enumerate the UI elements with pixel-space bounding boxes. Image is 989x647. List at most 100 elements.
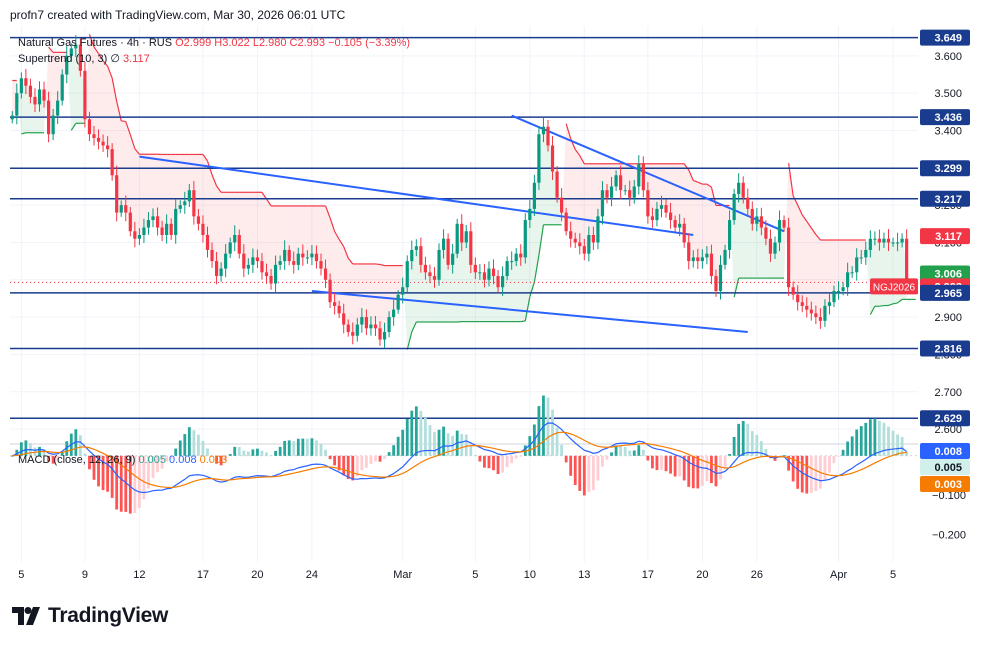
candle-body: [346, 324, 350, 333]
macd-hist-bar: [614, 445, 618, 456]
candle-body: [859, 257, 863, 259]
macd-hist-bar: [764, 448, 768, 456]
macd-hist-bar: [260, 450, 264, 456]
supertrend-segment: [102, 60, 109, 67]
candle-body: [124, 205, 128, 213]
candle-body: [732, 193, 736, 221]
candle-body: [846, 272, 850, 288]
macd-tick-label: −0.100: [932, 490, 966, 502]
macd-hist-bar: [782, 455, 786, 456]
supertrend-fill-segment: [252, 192, 258, 262]
candle-body: [750, 208, 754, 224]
candle-body: [564, 212, 568, 232]
supertrend-fill-segment: [302, 205, 308, 258]
price-label-text: 3.436: [934, 112, 962, 124]
supertrend-segment: [810, 227, 817, 235]
supertrend-fill-segment: [575, 149, 580, 245]
candle-body: [378, 328, 382, 340]
candle-body: [78, 44, 82, 71]
macd-hist-bar: [732, 436, 736, 456]
candle-body: [83, 70, 87, 120]
macd-hist-bar: [442, 426, 445, 456]
macd-tick-label: −0.200: [932, 529, 966, 541]
macd-hist-bar: [750, 431, 754, 456]
candle-body: [882, 238, 886, 243]
candle-body: [87, 119, 92, 135]
candle-body: [451, 253, 455, 265]
symbol-name[interactable]: Natural Gas Futures · 4h · RUS: [18, 37, 173, 49]
time-tick-label: Mar: [393, 569, 412, 581]
candle-body: [668, 212, 673, 221]
macd-hist-bar: [864, 422, 868, 456]
macd-hist-bar: [478, 455, 482, 462]
horizontal-levels[interactable]: [10, 36, 918, 419]
macd-hist-bar: [469, 445, 473, 456]
macd-hist-bar: [206, 448, 209, 456]
chart-svg[interactable]: 3.6003.5003.4003.3003.2003.1003.0002.900…: [0, 26, 989, 589]
macd-hist-bar: [664, 455, 668, 472]
supertrend-fill-segment: [829, 240, 835, 305]
price-label-text: 2.629: [934, 413, 962, 425]
macd-hist-bar: [210, 455, 214, 457]
macd-hist-bar: [651, 455, 654, 469]
candle-body: [737, 182, 741, 194]
supertrend-fill-segment: [756, 220, 762, 279]
candle-body: [210, 249, 214, 262]
supertrend-fill-segment: [570, 138, 576, 241]
candle-body: [482, 272, 487, 280]
price-axis[interactable]: 3.6003.5003.4003.3003.2003.1003.0002.900…: [870, 29, 970, 542]
time-axis[interactable]: 5 9 12 17 20 24 Mar 5 10 13 17 20 26 Apr 5: [18, 569, 896, 581]
supertrend-segment: [529, 282, 535, 297]
price-label-box: [920, 410, 970, 427]
macd-hist-bar: [700, 455, 704, 486]
macd-hist-bar: [519, 455, 523, 457]
candle-body: [387, 317, 391, 333]
macd-hist-bar: [682, 455, 686, 481]
supertrend-fill-segment: [121, 120, 126, 209]
supertrend-fill-segment: [271, 205, 276, 280]
macd-hist-bar: [501, 455, 504, 473]
supertrend-segment: [343, 246, 349, 259]
indicator-name[interactable]: Supertrend (10, 3): [18, 53, 108, 65]
macd-hist-bar: [24, 440, 28, 456]
candle-body: [614, 175, 618, 187]
macd-line-value: 0.008: [169, 454, 197, 466]
supertrend-segment: [129, 134, 136, 149]
candle-body: [196, 216, 201, 224]
candle-body: [546, 126, 550, 146]
price-tick-label: 2.900: [934, 312, 962, 324]
symbol-tag-text: NGJ2026: [873, 282, 916, 293]
macd-hist-bar: [56, 455, 60, 461]
macd-hist-bar: [324, 449, 327, 456]
tradingview-logo[interactable]: TradingView: [12, 604, 168, 628]
macd-hist-bar: [460, 433, 464, 456]
candle-body: [432, 276, 437, 280]
supertrend-fill-segment: [702, 184, 707, 260]
ohlc-close: C2.993: [289, 37, 326, 49]
macd-hist-bar: [691, 455, 695, 489]
candle-body: [741, 182, 745, 198]
supertrend-fill-segment: [98, 53, 104, 144]
supertrend-fill-segment: [366, 263, 371, 327]
macd-label[interactable]: MACD (close, 12, 26, 9): [18, 454, 136, 466]
supertrend-fill-segment: [21, 81, 26, 134]
macd-hist-value: 0.005: [138, 454, 166, 466]
chart-frame[interactable]: 3.6003.5003.4003.3003.2003.1003.0002.900…: [0, 26, 989, 589]
macd-hist-bar: [809, 455, 813, 493]
macd-hist-bar: [714, 455, 718, 487]
macd-hist-bar: [905, 451, 909, 456]
supertrend-line: [12, 34, 916, 350]
trend-lines[interactable]: [139, 114, 785, 334]
supertrend-segment: [688, 169, 694, 181]
candle-body: [278, 261, 282, 265]
macd-hist-bar: [183, 434, 187, 456]
macd-label-text: 0.005: [934, 462, 962, 474]
candle-body: [773, 242, 777, 254]
supertrend-fill-segment: [815, 234, 821, 319]
price-label-box: [920, 29, 970, 46]
candle-body: [768, 238, 773, 254]
candle-body: [500, 276, 505, 288]
macd-hist-bar: [823, 455, 827, 481]
candle-body: [723, 249, 727, 265]
candle-body: [895, 242, 900, 244]
